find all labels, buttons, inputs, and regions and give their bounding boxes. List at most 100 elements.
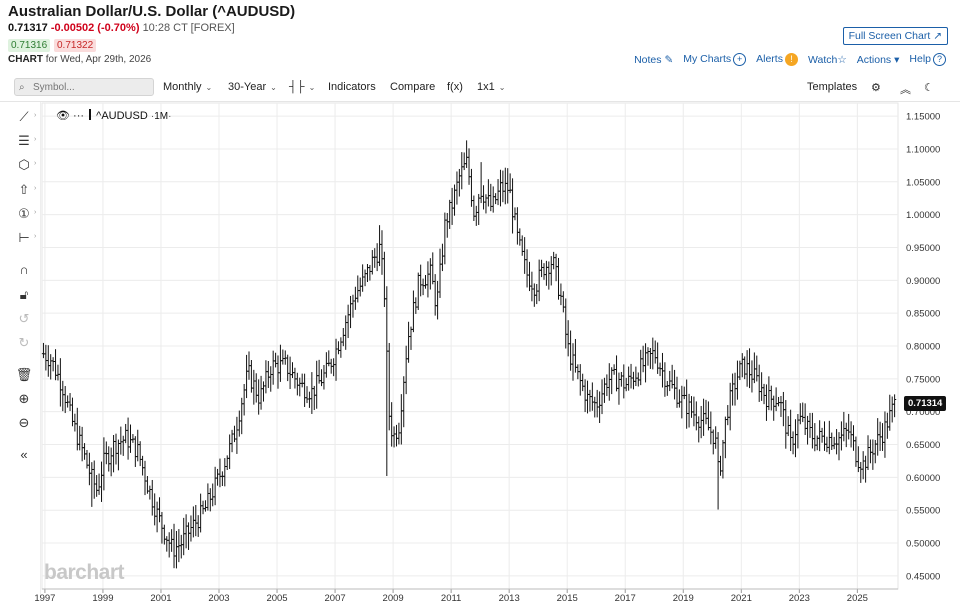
settings-gear-icon[interactable]: ⚙ <box>871 82 881 94</box>
x-tick-label: 2019 <box>673 593 694 604</box>
full-screen-chart-button[interactable]: Full Screen Chart ↗ <box>842 27 948 45</box>
unlock-icon[interactable]: 🔓︎ <box>19 287 29 302</box>
chart-grid <box>41 102 899 590</box>
y-tick-label: 0.85000 <box>906 309 940 320</box>
period-select[interactable]: 30-Year ⌄ <box>228 81 277 93</box>
legend-symbol: ^AUDUSD <box>96 110 148 122</box>
templates-button[interactable]: Templates <box>807 81 858 93</box>
arrow-up-tool-icon[interactable]: ⇧ <box>18 182 30 197</box>
y-tick-label: 0.45000 <box>906 571 940 582</box>
eye-icon[interactable]: 👁︎ <box>56 110 70 122</box>
caret-down-icon: ▾ <box>894 53 900 66</box>
ohlc-bar <box>893 394 897 418</box>
barchart-watermark: barchart <box>44 561 125 584</box>
y-tick-label: 0.60000 <box>906 473 940 484</box>
y-tick-label: 0.80000 <box>906 342 940 353</box>
x-tick-label: 2003 <box>208 593 229 604</box>
shapes-tool-icon[interactable]: ⬡ <box>18 157 30 172</box>
chart-toolbar: ⌕ Monthly⌄ 30-Year⌄ ┤├⌄ Indicators Compa… <box>0 75 960 102</box>
ohlc-bars <box>41 140 897 569</box>
bid-price-badge: 0.71316 <box>8 39 51 52</box>
y-tick-label: 0.70000 <box>906 407 940 418</box>
chevron-down-icon: ⌄ <box>205 83 213 92</box>
x-tick-label: 2017 <box>615 593 636 604</box>
x-tick-label: 2005 <box>266 593 287 604</box>
measure-tool-icon[interactable]: ⊢ <box>18 230 30 245</box>
chart-date: for Wed, Apr 29th, 2026 <box>45 54 152 65</box>
chevron-down-icon: ⌄ <box>270 83 277 92</box>
y-tick-label: 0.65000 <box>906 440 940 451</box>
zoom-out-icon[interactable]: ⊖ <box>18 415 30 430</box>
last-price: 0.71317 <box>8 22 48 34</box>
quote-line: 0.71317 -0.00502 (-0.70%) 10:28 CT [FORE… <box>8 22 235 34</box>
x-tick-label: 2025 <box>847 593 868 604</box>
indicators-button[interactable]: Indicators <box>328 81 376 93</box>
redo-icon[interactable]: ↻ <box>18 335 30 350</box>
y-tick-label: 1.15000 <box>906 112 940 123</box>
y-axis: 1.15000 1.10000 1.05000 1.00000 0.95000 0.900… <box>906 112 940 583</box>
alert-icon: ! <box>784 53 798 66</box>
price-change: -0.00502 (-0.70%) <box>50 22 140 34</box>
ask-price-badge: 0.71322 <box>54 39 97 52</box>
x-tick-label: 2011 <box>441 593 461 604</box>
x-axis: 1997 1999 2001 2003 2005 2007 2009 2011 2013 2015… <box>34 588 898 604</box>
x-tick-label: 1997 <box>34 593 55 604</box>
x-tick-label: 2021 <box>731 593 752 604</box>
full-screen-label: Full Screen Chart <box>848 30 931 42</box>
page-title: Australian Dollar/U.S. Dollar (^AUDUSD) <box>8 3 296 20</box>
plus-circle-icon: + <box>733 53 747 66</box>
y-tick-label: 0.50000 <box>906 539 940 550</box>
x-tick-label: 2015 <box>557 593 578 604</box>
layout-select[interactable]: 1x1 ⌄ <box>477 81 506 93</box>
fibonacci-tool-icon[interactable]: ☰ <box>18 133 30 148</box>
watch-link[interactable]: Watch☆ <box>807 53 847 66</box>
last-price-tag: 0.71314 <box>904 396 947 412</box>
collapse-sidebar-icon[interactable]: « <box>20 447 28 462</box>
x-tick-label: 2013 <box>499 593 520 604</box>
x-tick-label: 1999 <box>92 593 113 604</box>
symbol-search-input[interactable] <box>14 78 154 96</box>
edit-icon: ✎ <box>664 53 674 66</box>
actions-menu[interactable]: Actions ▾ <box>856 53 900 66</box>
chevron-down-icon: ⌄ <box>498 83 506 92</box>
dark-mode-icon[interactable]: ☾ <box>924 82 934 94</box>
trendline-tool-icon[interactable]: ⟋ <box>19 109 29 124</box>
chart-legend: 👁︎ ··· ^AUDUSD ·1M· <box>56 109 172 122</box>
compare-button[interactable]: Compare <box>390 81 436 93</box>
bar-type-select[interactable]: ┤├ ⌄ <box>289 81 315 93</box>
y-tick-label: 0.90000 <box>906 276 940 287</box>
zoom-in-icon[interactable]: ⊕ <box>18 391 30 406</box>
function-button[interactable]: f(x) <box>447 81 463 93</box>
chevron-down-icon: ⌄ <box>308 83 316 92</box>
search-icon: ⌕ <box>19 82 25 93</box>
notes-link[interactable]: Notes ✎ <box>634 53 674 66</box>
chart-label: CHART <box>8 54 43 65</box>
x-tick-label: 2001 <box>150 593 171 604</box>
interval-select[interactable]: Monthly ⌄ <box>163 81 213 93</box>
quote-timestamp: 10:28 CT [FOREX] <box>142 22 235 34</box>
y-tick-label: 1.00000 <box>906 210 940 221</box>
my-charts-link[interactable]: My Charts + <box>683 53 747 66</box>
y-tick-label: 0.75000 <box>906 374 940 385</box>
y-tick-label: 1.05000 <box>906 177 940 188</box>
undo-icon[interactable]: ↺ <box>18 311 30 326</box>
trash-icon[interactable]: 🗑︎ <box>15 367 33 382</box>
question-icon: ? <box>933 53 946 66</box>
legend-interval: 1M <box>154 111 169 122</box>
alerts-link[interactable]: Alerts! <box>756 53 798 66</box>
more-dots-icon[interactable]: ··· <box>73 110 85 122</box>
drawing-tools-sidebar: ⟋ › ☰ › ⬡ › ⇧ › ① › ⊢ › ∩ 🔓︎ ↺ ↻ 🗑︎ ⊕ ⊖ « <box>0 102 41 600</box>
star-icon: ☆ <box>837 53 847 66</box>
external-link-icon: ↗ <box>933 30 942 42</box>
y-tick-label: 0.55000 <box>906 506 940 517</box>
top-links: Notes ✎ My Charts + Alerts! Watch☆ Action… <box>634 53 946 66</box>
legend-color-swatch <box>89 109 92 120</box>
ohlc-bars-icon: ┤├ <box>289 81 305 93</box>
magnet-icon[interactable]: ∩ <box>19 262 29 277</box>
collapse-up-icon[interactable]: ︽ <box>900 84 911 96</box>
x-tick-label: 2023 <box>789 593 810 604</box>
x-tick-label: 2009 <box>383 593 404 604</box>
help-link[interactable]: Help? <box>909 53 946 66</box>
annotation-tool-icon[interactable]: ① <box>18 206 30 221</box>
